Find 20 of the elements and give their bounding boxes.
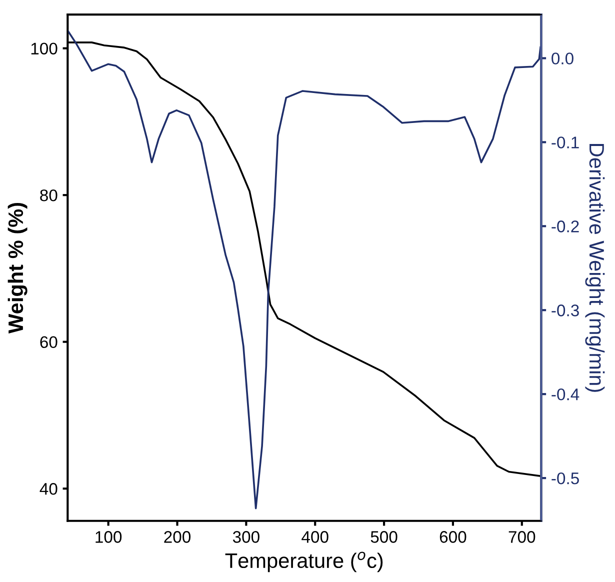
y-tick-label: 80 — [40, 189, 58, 202]
x-axis-title: Temperature ($^{o}$c) — [225, 552, 383, 572]
y-axis-title: Weight % (%) — [8, 202, 28, 334]
x-tick-label: 100 — [96, 531, 122, 543]
x-tick-label: 700 — [508, 531, 536, 543]
y2-axis-title: Derivative Weight (mg/min) — [585, 144, 605, 392]
y2-tick-label: -0.4 — [552, 388, 580, 400]
y2-tick-label: 0.0 — [552, 52, 574, 64]
y2-tick-label: -0.5 — [552, 472, 579, 484]
y2-tick-label: -0.3 — [552, 304, 579, 316]
y-tick-label: 60 — [40, 336, 58, 348]
x-tick-label: 500 — [370, 531, 398, 543]
x-tick-label: 300 — [232, 531, 260, 543]
y-tick-label: 40 — [40, 483, 58, 495]
y2-tick-label: -0.2 — [552, 220, 579, 232]
x-tick-label: 200 — [164, 531, 190, 543]
y2-tick-label: -0.1 — [552, 136, 579, 148]
x-tick-label: 600 — [440, 531, 466, 543]
x-tick-label: 400 — [302, 531, 328, 543]
y-tick-label: 100 — [31, 42, 58, 55]
